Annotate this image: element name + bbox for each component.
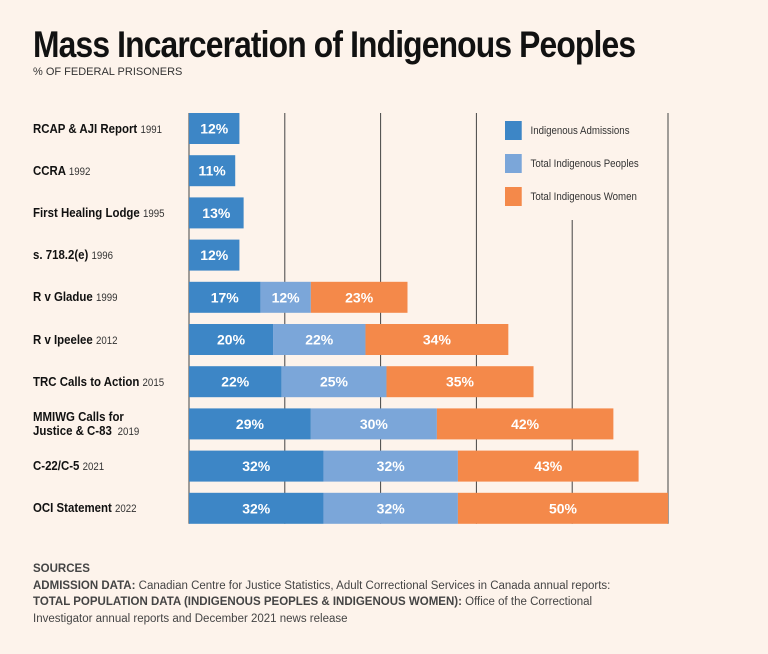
- bar-segment: [457, 492, 668, 524]
- category-label: CCRA 1992: [33, 162, 91, 179]
- category-year: 1996: [91, 250, 114, 263]
- data-label: 13%: [202, 205, 231, 221]
- bar-segment: [310, 281, 408, 313]
- data-label: 22%: [221, 374, 250, 390]
- sources-heading: SOURCES: [33, 563, 90, 575]
- bar-segment: [323, 492, 458, 524]
- chart-title: Mass Incarceration of Indigenous Peoples: [33, 24, 636, 65]
- data-label: 23%: [345, 289, 374, 305]
- bar-segment: [189, 324, 274, 355]
- population-text: Office of the Correctional Investigator …: [33, 596, 593, 625]
- legend-label: Total Indigenous Women: [530, 190, 637, 203]
- sources: SOURCES ADMISSION DATA: Canadian Centre …: [33, 561, 623, 627]
- bar-segment: [189, 197, 244, 229]
- bar-segment: [457, 450, 639, 482]
- data-label: 42%: [511, 416, 540, 432]
- legend-item: Total Indigenous Women: [505, 187, 637, 206]
- data-label: 12%: [200, 247, 229, 263]
- category-name: TRC Calls to Action: [33, 373, 140, 389]
- data-label: 12%: [200, 121, 229, 137]
- admission-label: ADMISSION DATA:: [33, 579, 136, 592]
- data-label: 34%: [423, 332, 452, 348]
- legend-label: Indigenous Admissions: [530, 124, 630, 137]
- bar-segment: [281, 366, 387, 398]
- data-label: 35%: [446, 374, 475, 390]
- category-year: 2021: [82, 461, 105, 474]
- data-label: 32%: [242, 500, 271, 516]
- bar-segment: [436, 408, 614, 440]
- category-year: 2012: [95, 334, 118, 347]
- category-year: 2015: [142, 376, 165, 389]
- category-year: 1999: [95, 292, 118, 305]
- bar-segment: [365, 324, 509, 355]
- category-year: 1995: [142, 207, 165, 220]
- population-label: TOTAL POPULATION DATA (INDIGENOUS PEOPLE…: [33, 596, 462, 608]
- bar-segment: [273, 324, 366, 355]
- data-label: 17%: [211, 289, 240, 305]
- bar-segment: [189, 492, 324, 524]
- category-name: CCRA: [33, 162, 66, 178]
- data-label: 30%: [360, 416, 389, 432]
- bar-segment: [323, 450, 458, 482]
- data-label: 12%: [272, 289, 301, 305]
- category-label: MMIWG Calls for Justice & C-83 2019: [33, 408, 147, 439]
- bar-segment: [260, 281, 311, 313]
- category-label: OCI Statement 2022: [33, 501, 137, 516]
- category-year: 1991: [140, 123, 162, 136]
- bar-segment: [189, 366, 282, 398]
- bar-segment: [189, 155, 236, 187]
- bar-segment: [189, 450, 324, 482]
- category-label: R v Ipeelee 2012: [33, 331, 118, 348]
- category-name: OCI Statement: [33, 500, 112, 516]
- data-label: 29%: [236, 416, 265, 432]
- data-label: 32%: [242, 458, 271, 474]
- category-label: s. 718.2(e) 1996: [33, 248, 113, 263]
- data-label: 22%: [305, 332, 334, 348]
- data-label: 32%: [377, 500, 406, 516]
- category-label: R v Gladue 1999: [33, 290, 118, 305]
- chart-subtitle: % OF FEDERAL PRISONERS: [33, 66, 183, 78]
- category-name: RCAP & AJI Report: [33, 120, 138, 136]
- data-label: 43%: [534, 458, 563, 474]
- bar-segment: [310, 408, 437, 440]
- category-name: C-22/C-5: [33, 458, 80, 474]
- bar-segment: [189, 113, 240, 144]
- category-year: 2022: [115, 503, 137, 516]
- category-label: First Healing Lodge 1995: [33, 204, 165, 221]
- legend-label: Total Indigenous Peoples: [530, 157, 639, 170]
- bar-segment: [189, 408, 311, 440]
- category-year: 2019: [117, 425, 140, 438]
- legend-swatch: [505, 154, 522, 173]
- bar-segment: [189, 281, 261, 313]
- category-name: R v Ipeelee: [33, 331, 93, 347]
- legend-item: Total Indigenous Peoples: [505, 154, 639, 173]
- category-name: s. 718.2(e): [33, 247, 89, 263]
- data-label: 50%: [549, 500, 578, 516]
- category-label: RCAP & AJI Report 1991: [33, 120, 162, 137]
- legend-item: Indigenous Admissions: [505, 121, 630, 140]
- category-label: C-22/C-5 2021: [33, 459, 104, 474]
- admission-text: Canadian Centre for Justice Statistics, …: [138, 579, 611, 592]
- data-label: 25%: [320, 374, 349, 390]
- category-name: First Healing Lodge: [33, 204, 140, 220]
- data-label: 11%: [198, 163, 226, 179]
- legend-swatch: [505, 187, 522, 206]
- category-year: 1992: [68, 165, 91, 178]
- category-name: R v Gladue: [33, 289, 93, 305]
- data-label: 32%: [377, 458, 406, 474]
- bar-segment: [386, 366, 534, 398]
- bar-segment: [189, 239, 240, 271]
- data-label: 20%: [217, 332, 246, 348]
- legend-swatch: [505, 121, 522, 140]
- category-label: TRC Calls to Action 2015: [33, 373, 165, 390]
- category-name: MMIWG Calls for Justice & C-83: [33, 408, 124, 438]
